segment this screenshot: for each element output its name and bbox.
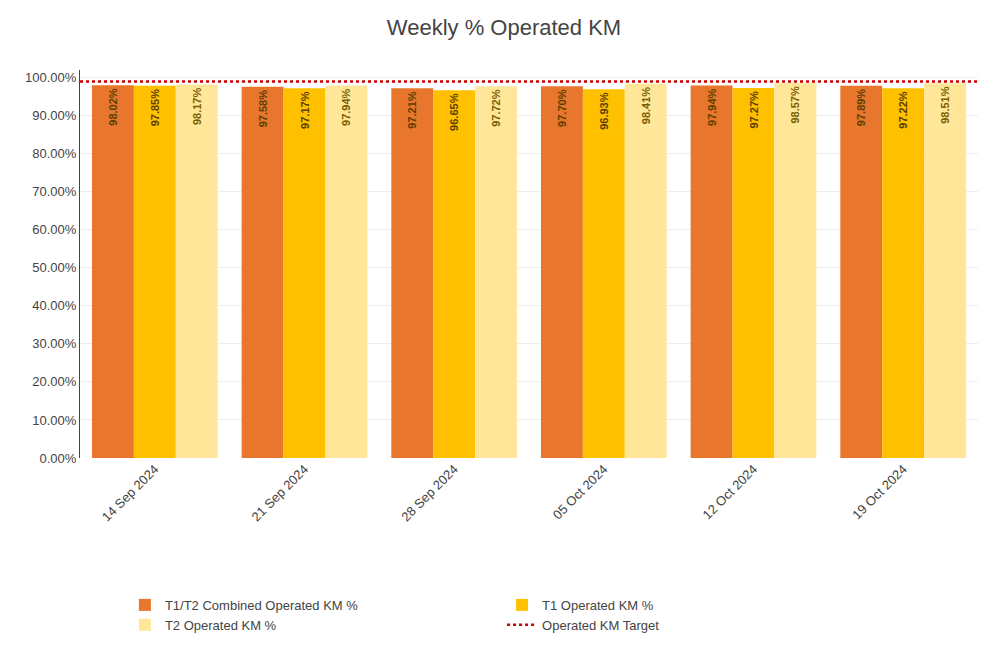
- svg-text:50.00%: 50.00%: [32, 260, 77, 275]
- svg-text:40.00%: 40.00%: [32, 298, 77, 313]
- svg-text:97.94%: 97.94%: [340, 88, 352, 126]
- svg-text:97.89%: 97.89%: [855, 89, 867, 127]
- svg-text:98.17%: 98.17%: [191, 88, 203, 126]
- svg-text:100.00%: 100.00%: [25, 70, 77, 85]
- svg-text:10.00%: 10.00%: [32, 413, 77, 428]
- svg-text:0.00%: 0.00%: [40, 451, 77, 466]
- svg-text:70.00%: 70.00%: [32, 184, 77, 199]
- svg-text:21 Sep 2024: 21 Sep 2024: [248, 462, 311, 525]
- svg-text:97.22%: 97.22%: [897, 91, 909, 129]
- svg-text:28 Sep 2024: 28 Sep 2024: [398, 462, 461, 525]
- svg-text:05 Oct 2024: 05 Oct 2024: [550, 462, 611, 523]
- svg-text:60.00%: 60.00%: [32, 222, 77, 237]
- svg-text:12 Oct 2024: 12 Oct 2024: [700, 462, 761, 523]
- svg-text:97.21%: 97.21%: [406, 91, 418, 129]
- svg-text:T1 Operated KM %: T1 Operated KM %: [542, 598, 654, 613]
- svg-text:98.41%: 98.41%: [640, 87, 652, 125]
- svg-text:Operated KM Target: Operated KM Target: [542, 618, 659, 633]
- svg-text:98.02%: 98.02%: [107, 88, 119, 126]
- svg-text:97.70%: 97.70%: [556, 89, 568, 127]
- svg-text:98.57%: 98.57%: [789, 86, 801, 124]
- svg-text:19 Oct 2024: 19 Oct 2024: [849, 462, 910, 523]
- svg-text:97.85%: 97.85%: [149, 89, 161, 127]
- svg-text:Weekly % Operated KM: Weekly % Operated KM: [387, 15, 621, 40]
- svg-text:97.17%: 97.17%: [299, 91, 311, 129]
- svg-text:90.00%: 90.00%: [32, 108, 77, 123]
- svg-text:80.00%: 80.00%: [32, 146, 77, 161]
- svg-text:96.65%: 96.65%: [448, 93, 460, 131]
- svg-text:14 Sep 2024: 14 Sep 2024: [99, 462, 162, 525]
- svg-text:97.94%: 97.94%: [706, 88, 718, 126]
- svg-text:30.00%: 30.00%: [32, 336, 77, 351]
- svg-text:96.93%: 96.93%: [598, 92, 610, 130]
- svg-text:20.00%: 20.00%: [32, 374, 77, 389]
- svg-text:97.58%: 97.58%: [257, 90, 269, 128]
- svg-text:98.51%: 98.51%: [939, 86, 951, 124]
- svg-text:T1/T2 Combined Operated KM %: T1/T2 Combined Operated KM %: [165, 598, 358, 613]
- svg-text:T2 Operated KM %: T2 Operated KM %: [165, 618, 277, 633]
- svg-text:97.27%: 97.27%: [748, 91, 760, 129]
- svg-text:97.72%: 97.72%: [490, 89, 502, 127]
